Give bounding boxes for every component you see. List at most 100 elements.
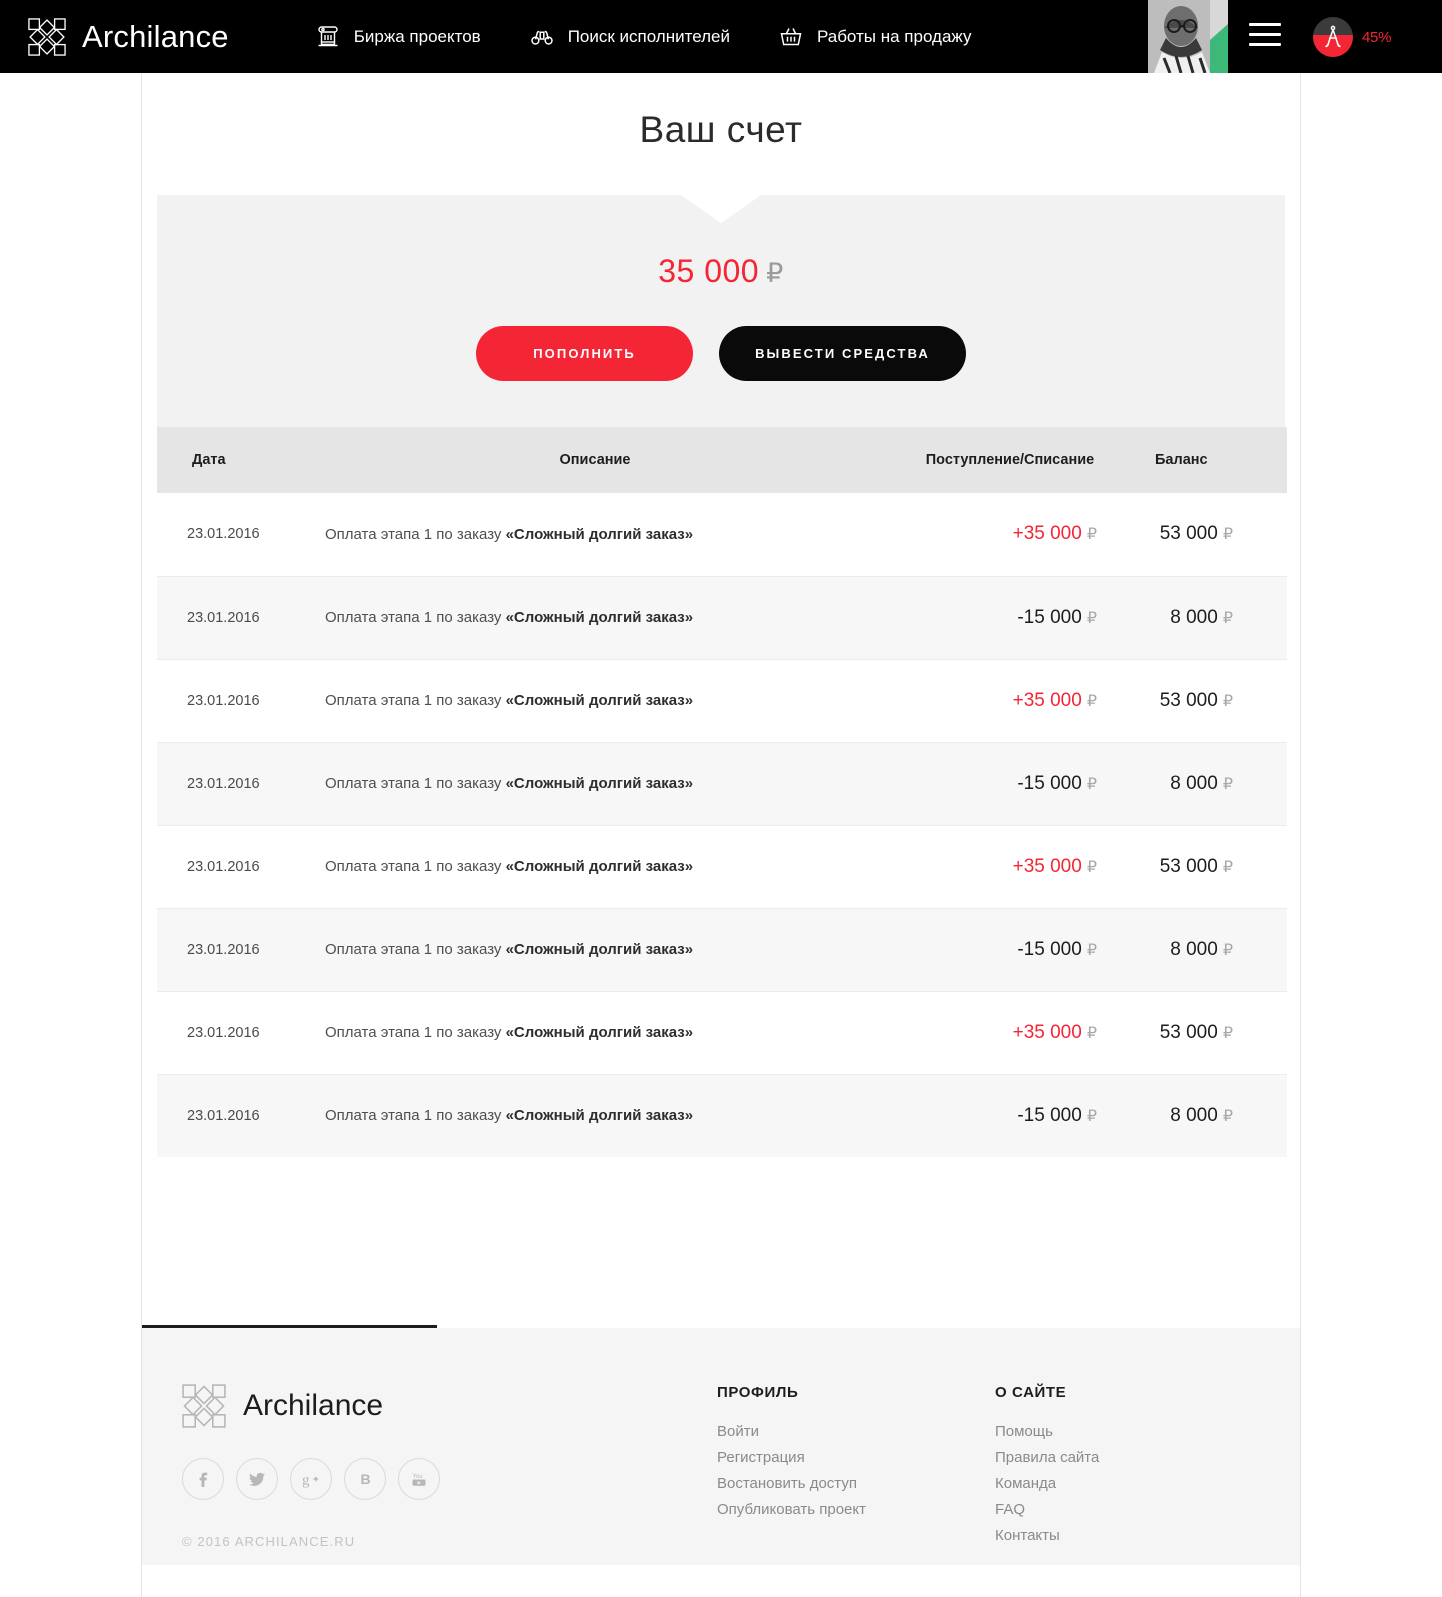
balance-currency: ₽ (1222, 609, 1233, 627)
cell-description: Оплата этапа 1 по заказу «Сложный долгий… (325, 1074, 865, 1157)
balance-currency: ₽ (766, 258, 784, 288)
description-order-name: «Сложный долгий заказ» (505, 775, 694, 792)
cell-balance: 8 000 ₽ (1155, 908, 1287, 992)
table-bottom-spacer (142, 1157, 1300, 1183)
nav-item-projects[interactable]: Биржа проектов (315, 24, 481, 50)
copyright-text: © 2016 ARCHILANCE.RU (182, 1534, 356, 1549)
balance-amount: 35 000 ₽ (157, 253, 1285, 290)
facebook-glyph (199, 1472, 208, 1487)
cell-description: Оплата этапа 1 по заказу «Сложный долгий… (325, 991, 865, 1075)
twitter-icon[interactable] (236, 1458, 278, 1500)
balance-currency: ₽ (1222, 1107, 1233, 1125)
brand-name: Archilance (82, 18, 229, 54)
user-avatar[interactable] (1148, 0, 1228, 73)
balance-currency: ₽ (1222, 941, 1233, 959)
cell-date: 23.01.2016 (157, 1074, 325, 1157)
cell-description: Оплата этапа 1 по заказу «Сложный долгий… (325, 493, 865, 577)
balance-value: 53 000 (1159, 855, 1218, 877)
cell-balance: 8 000 ₽ (1155, 1074, 1287, 1157)
footer-link[interactable]: Регистрация (717, 1449, 805, 1466)
footer-link[interactable]: Востановить доступ (717, 1475, 857, 1492)
footer-link[interactable]: Опубликовать проект (717, 1501, 866, 1518)
brand-logo[interactable]: Archilance (28, 17, 229, 56)
balance-actions: ПОПОЛНИТЬ ВЫВЕСТИ СРЕДСТВА (157, 326, 1285, 381)
footer-heading-about: О САЙТЕ (995, 1384, 1067, 1401)
amount-currency: ₽ (1086, 609, 1097, 627)
profile-progress[interactable]: 45% (1313, 17, 1391, 57)
cell-amount: -15 000 ₽ (865, 1074, 1155, 1157)
description-order-name: «Сложный долгий заказ» (505, 858, 694, 875)
cell-amount: +35 000 ₽ (865, 493, 1155, 577)
footer-logo[interactable]: Archilance (182, 1384, 717, 1428)
footer-link[interactable]: Правила сайта (995, 1449, 1100, 1466)
footer-column-profile: ПРОФИЛЬ Войти Регистрация Востановить дост… (717, 1384, 995, 1565)
footer-link[interactable]: Контакты (995, 1527, 1060, 1544)
cell-balance: 53 000 ₽ (1155, 493, 1287, 577)
nav-item-works-for-sale[interactable]: Работы на продажу (778, 24, 972, 50)
cell-amount: +35 000 ₽ (865, 825, 1155, 909)
menu-button[interactable] (1249, 23, 1281, 49)
cell-description: Оплата этапа 1 по заказу «Сложный долгий… (325, 576, 865, 660)
withdraw-button[interactable]: ВЫВЕСТИ СРЕДСТВА (719, 326, 966, 381)
nav-item-projects-label: Биржа проектов (353, 26, 481, 46)
amount-currency: ₽ (1086, 1024, 1097, 1042)
description-order-name: «Сложный долгий заказ» (505, 1024, 694, 1041)
table-row[interactable]: 23.01.2016 Оплата этапа 1 по заказу «Слож… (157, 576, 1287, 660)
amount-currency: ₽ (1086, 858, 1097, 876)
main-navigation: Биржа проектов Поиск исполнителей (315, 24, 972, 50)
amount-value: +35 000 (1012, 689, 1082, 711)
compass-divider-icon (1325, 25, 1341, 48)
column-icon (318, 25, 338, 46)
cell-amount: -15 000 ₽ (865, 742, 1155, 826)
table-row[interactable]: 23.01.2016 Оплата этапа 1 по заказу «Слож… (157, 991, 1287, 1075)
cell-date: 23.01.2016 (157, 576, 325, 660)
footer-link[interactable]: Войти (717, 1423, 759, 1440)
table-row[interactable]: 23.01.2016 Оплата этапа 1 по заказу «Слож… (157, 1074, 1287, 1157)
table-row[interactable]: 23.01.2016 Оплата этапа 1 по заказу «Слож… (157, 493, 1287, 577)
profile-progress-fill (1313, 35, 1353, 57)
cell-balance: 8 000 ₽ (1155, 742, 1287, 826)
balance-value: 8 000 (1170, 772, 1218, 794)
footer-links-about: Помощь Правила сайта Команда FAQ Контакты (995, 1423, 1235, 1544)
description-prefix: Оплата этапа 1 по заказу (325, 858, 506, 875)
table-row[interactable]: 23.01.2016 Оплата этапа 1 по заказу «Слож… (157, 659, 1287, 743)
amount-currency: ₽ (1086, 941, 1097, 959)
balance-currency: ₽ (1222, 526, 1233, 544)
column-header-date: Дата (157, 427, 325, 493)
balance-currency: ₽ (1222, 858, 1233, 876)
avatar-image (1148, 0, 1228, 73)
amount-value: -15 000 (1017, 606, 1082, 628)
table-row[interactable]: 23.01.2016 Оплата этапа 1 по заказу «Слож… (157, 908, 1287, 992)
balance-currency: ₽ (1222, 692, 1233, 710)
profile-progress-circle (1313, 17, 1353, 57)
cell-description: Оплата этапа 1 по заказу «Сложный долгий… (325, 742, 865, 826)
nav-item-freelancers[interactable]: Поиск исполнителей (529, 24, 730, 50)
table-row[interactable]: 23.01.2016 Оплата этапа 1 по заказу «Слож… (157, 742, 1287, 826)
footer-link[interactable]: FAQ (995, 1501, 1026, 1518)
social-links: g B You (182, 1458, 717, 1500)
footer-link[interactable]: Команда (995, 1475, 1057, 1492)
table-header: Дата Описание Поступление/Списание Балан… (157, 427, 1287, 493)
youtube-glyph: You (412, 1474, 426, 1486)
cell-amount: +35 000 ₽ (865, 659, 1155, 743)
column-header-amount: Поступление/Списание (865, 427, 1155, 493)
google-plus-icon[interactable]: g (290, 1458, 332, 1500)
footer-link[interactable]: Помощь (995, 1423, 1053, 1440)
facebook-icon[interactable] (182, 1458, 224, 1500)
vk-icon[interactable]: B (344, 1458, 386, 1500)
balance-value: 53 000 (1159, 523, 1218, 545)
twitter-glyph (249, 1472, 265, 1486)
amount-value: +35 000 (1012, 523, 1082, 545)
topup-button[interactable]: ПОПОЛНИТЬ (476, 326, 694, 381)
cell-balance: 53 000 ₽ (1155, 659, 1287, 743)
amount-value: +35 000 (1012, 855, 1082, 877)
youtube-icon[interactable]: You (398, 1458, 440, 1500)
svg-text:g: g (302, 1473, 310, 1489)
balance-value: 35 000 (658, 253, 760, 289)
cell-date: 23.01.2016 (157, 908, 325, 992)
svg-text:B: B (361, 1471, 371, 1487)
column-header-description: Описание (325, 427, 865, 493)
table-row[interactable]: 23.01.2016 Оплата этапа 1 по заказу «Слож… (157, 825, 1287, 909)
amount-value: -15 000 (1017, 938, 1082, 960)
column-header-balance: Баланс (1155, 427, 1287, 493)
